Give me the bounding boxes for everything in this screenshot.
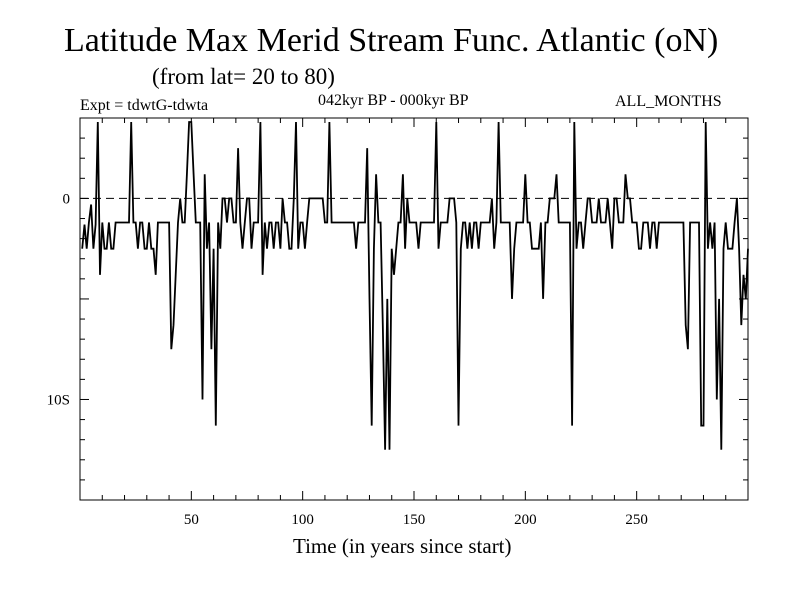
period-label: 042kyr BP - 000kyr BP	[318, 92, 469, 109]
months-label: ALL_MONTHS	[615, 93, 722, 110]
x-axis-label: Time (in years since start)	[293, 534, 512, 558]
experiment-label: Expt = tdwtG-tdwta	[80, 97, 209, 114]
tick-labels: 50 100 150 200 250 0 10S	[47, 191, 648, 528]
plot-frame	[79, 117, 749, 501]
x-tick-label: 250	[625, 512, 648, 528]
series-line	[81, 121, 749, 450]
x-tick-label: 50	[184, 512, 199, 528]
y-tick-label: 10S	[47, 392, 70, 408]
chart-title: Latitude Max Merid Stream Func. Atlantic…	[64, 22, 719, 59]
chart-subtitle: (from lat= 20 to 80)	[152, 64, 335, 89]
x-tick-label: 200	[514, 512, 537, 528]
axis-ticks	[80, 117, 748, 501]
y-tick-label: 0	[63, 191, 71, 207]
x-tick-label: 100	[291, 512, 314, 528]
x-tick-label: 150	[403, 512, 426, 528]
